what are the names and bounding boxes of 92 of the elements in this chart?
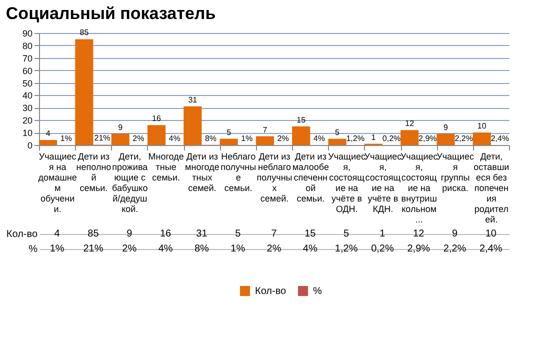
- chart-title: Социальный показатель: [6, 4, 216, 23]
- y-tick-label: 30: [22, 103, 32, 114]
- bar: [436, 134, 455, 145]
- y-tick-label: 50: [22, 78, 32, 88]
- data-label: 1%: [230, 244, 246, 254]
- bar: [147, 125, 166, 145]
- text: 2%: [132, 134, 144, 143]
- data-label: 2,9%: [407, 244, 430, 254]
- data-label: 2%: [266, 244, 282, 254]
- x-tick-label: Учащиеся группы риска.: [436, 152, 474, 193]
- text: 4%: [313, 134, 325, 143]
- x-tick-label: Дети, проживающие с бабушкой/дедушкой.: [112, 152, 148, 214]
- bar: [328, 138, 346, 145]
- y-tick-label: 90: [22, 28, 32, 38]
- data-label: 12: [413, 228, 425, 240]
- x-tick-label: Учащиеся на домашнем обучении.: [38, 152, 77, 214]
- data-label: 4%: [302, 244, 318, 254]
- data-label: 2%: [122, 244, 137, 254]
- y-tick-label: 0: [27, 140, 32, 150]
- bar: [256, 136, 274, 145]
- x-tick-label: Дети из малообеспеченной семьи.: [292, 152, 329, 204]
- text: 9: [444, 122, 448, 132]
- text: 5: [335, 128, 340, 137]
- text: 2,4%: [490, 134, 510, 143]
- text: 9: [118, 122, 123, 132]
- bar: [111, 134, 130, 145]
- bar: [75, 39, 94, 145]
- y-tick-label: 10: [22, 128, 32, 138]
- text: 2,9%: [418, 134, 437, 143]
- text: 85: [80, 28, 89, 38]
- data-label: 10: [485, 228, 497, 240]
- data-label: 15: [304, 228, 316, 240]
- x-tick-label: Учащиеся, состоящие на учёте в ОДН.: [328, 152, 366, 214]
- legend-label: %: [313, 286, 322, 297]
- data-label: 16: [160, 228, 172, 240]
- text: 16: [152, 114, 161, 124]
- x-tick-label: Неблагополучные семьи.: [220, 152, 256, 193]
- text: 0,2%: [382, 134, 401, 143]
- y-tick-label: 80: [22, 40, 32, 51]
- x-tick-label: Дети, оставшиеся без попечения родителей.: [474, 152, 510, 224]
- bar: [39, 140, 58, 145]
- data-label: 85: [88, 228, 100, 240]
- data-label: 7: [271, 228, 278, 240]
- data-label: 9: [452, 228, 458, 240]
- text: 1: [371, 132, 376, 142]
- text: 1,2%: [346, 134, 364, 143]
- bar: [292, 126, 310, 145]
- data-label: 8%: [194, 244, 210, 254]
- text: 1%: [60, 134, 72, 143]
- data-label: 9: [126, 228, 133, 240]
- data-label: 2,4%: [480, 244, 502, 254]
- text: 15: [296, 115, 306, 124]
- text: 21%: [94, 134, 110, 143]
- text: 31: [188, 95, 198, 104]
- y-tick-label: 20: [22, 116, 32, 126]
- y-tick-label: 40: [22, 90, 32, 101]
- bar: [400, 130, 419, 145]
- text: 2,2%: [454, 134, 473, 143]
- data-label: 5: [344, 228, 350, 240]
- data-label: 4: [54, 228, 60, 240]
- bar: [184, 106, 202, 145]
- legend-label: Кол-во: [255, 286, 287, 297]
- bar: [220, 138, 238, 145]
- text: %: [28, 244, 38, 255]
- y-tick-label: 60: [22, 66, 32, 76]
- text: 4: [46, 129, 50, 138]
- text: 10: [477, 122, 486, 131]
- x-tick-label: Дети из неблагополучных семей.: [256, 152, 292, 204]
- data-label: 21%: [83, 244, 104, 254]
- x-tick-label: Дети из неполной семьи.: [76, 152, 112, 193]
- x-tick-label: Учащиеся, состоящие на учёте в КДН.: [364, 152, 402, 214]
- data-label: 1,2%: [334, 244, 358, 254]
- bar: [472, 132, 491, 145]
- text: 8%: [204, 134, 217, 143]
- text: 7: [262, 125, 268, 134]
- data-label: 2,2%: [443, 244, 466, 254]
- data-label: 31: [196, 228, 208, 240]
- text: Кол-во: [6, 229, 38, 240]
- x-tick-label: Дети из многодетных семей.: [185, 152, 220, 193]
- data-label: 1%: [50, 244, 64, 254]
- data-label: 1: [380, 228, 386, 240]
- text: 12: [405, 119, 414, 128]
- x-tick-label: Учащиеся, состоящие на внутришкольном...: [400, 152, 438, 224]
- text: 1%: [241, 134, 253, 143]
- text: 2%: [277, 134, 289, 143]
- text: 5: [226, 128, 232, 137]
- text: 4%: [168, 134, 180, 143]
- x-tick-label: Многодетные семьи.: [148, 152, 184, 182]
- data-label: 5: [235, 228, 242, 240]
- y-tick-label: 70: [22, 53, 32, 64]
- data-label: 4%: [158, 244, 173, 254]
- data-label: 0,2%: [371, 244, 394, 254]
